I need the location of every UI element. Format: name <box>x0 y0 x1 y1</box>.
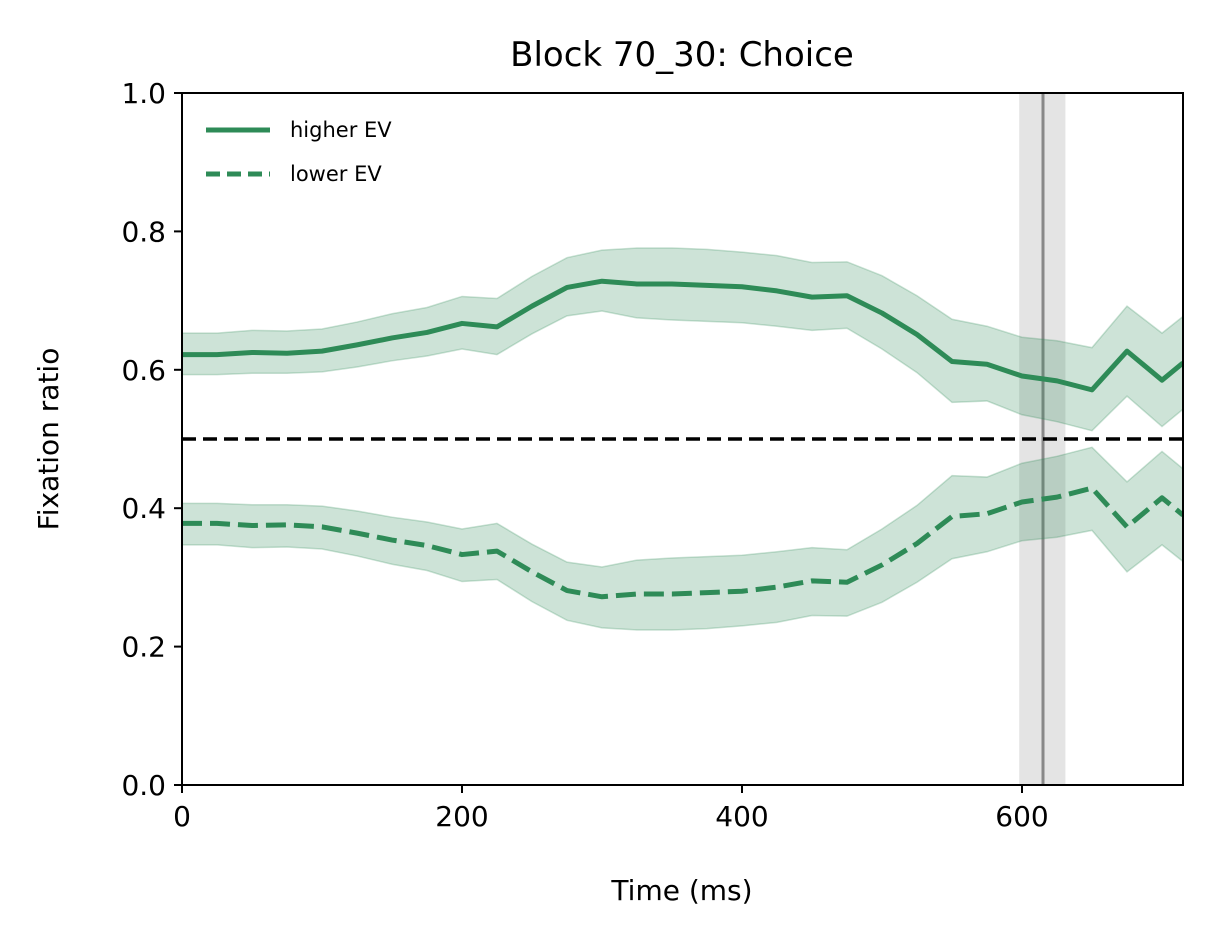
series-line-higher-ev <box>182 278 1183 393</box>
legend-label-higher-ev: higher EV <box>290 118 392 142</box>
x-tick-label: 600 <box>995 800 1048 833</box>
y-tick-label: 0.2 <box>121 631 166 664</box>
series-line-lower-ev <box>182 485 1183 600</box>
legend: higher EV lower EV <box>206 118 392 186</box>
axes-frame <box>181 92 1184 786</box>
x-tick-label: 0 <box>173 800 191 833</box>
x-axis-label: Time (ms) <box>610 874 752 907</box>
chart-title: Block 70_30: Choice <box>510 35 854 75</box>
y-tick-label: 0.8 <box>121 215 166 248</box>
legend-label-lower-ev: lower EV <box>290 162 382 186</box>
y-axis-label: Fixation ratio <box>32 348 65 531</box>
axes: 0 200 400 600 0.0 0.2 0.4 0.6 0.8 1.0 <box>121 77 1184 833</box>
series-band-higher-ev <box>182 247 1183 432</box>
x-tick-label: 400 <box>715 800 768 833</box>
plot-area <box>182 93 1183 785</box>
series-band-lower-ev <box>182 446 1183 631</box>
y-tick-label: 0.6 <box>121 354 166 387</box>
y-tick-label: 0.0 <box>121 769 166 802</box>
y-tick-label: 1.0 <box>121 77 166 110</box>
x-tick-label: 200 <box>435 800 488 833</box>
plot-content <box>182 93 1183 785</box>
y-tick-label: 0.4 <box>121 492 166 525</box>
